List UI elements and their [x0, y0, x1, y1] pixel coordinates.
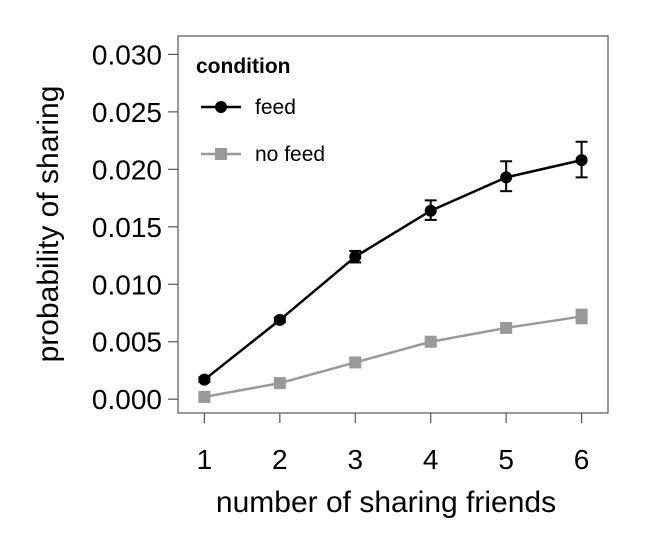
y-tick-label: 0.020 — [92, 154, 162, 185]
y-tick-label: 0.005 — [92, 327, 162, 358]
x-tick-label: 3 — [347, 444, 363, 475]
x-tick-label: 2 — [272, 444, 288, 475]
legend-title: condition — [196, 55, 290, 78]
x-axis: 1 2 3 4 5 6 — [197, 413, 590, 475]
x-tick-label: 6 — [574, 444, 590, 475]
legend-label-feed: feed — [255, 96, 296, 119]
data-point-feed — [273, 313, 286, 326]
data-point-feed — [575, 154, 588, 167]
plot-area-box — [177, 35, 609, 414]
y-axis: 0.000 0.005 0.010 0.015 0.020 0.025 0.030 — [92, 39, 178, 415]
series-line-no-feed — [204, 315, 582, 399]
x-tick-label: 4 — [423, 444, 439, 475]
legend-item-feed: feed — [201, 96, 296, 119]
data-point-feed — [500, 171, 513, 184]
data-point-no-feed — [198, 390, 211, 403]
data-point-feed — [424, 204, 437, 217]
y-tick-label: 0.010 — [92, 269, 162, 300]
data-point-no-feed — [273, 377, 286, 390]
y-axis-title: probability of sharing — [32, 86, 65, 363]
data-point-no-feed — [575, 310, 588, 323]
data-point-feed — [349, 250, 362, 263]
y-tick-label: 0.025 — [92, 97, 162, 128]
legend: condition feed no feed — [196, 55, 325, 166]
y-tick-label: 0.030 — [92, 39, 162, 70]
legend-swatch-feed-marker — [215, 101, 227, 113]
x-tick-label: 1 — [197, 444, 213, 475]
data-point-no-feed — [500, 321, 513, 334]
y-tick-label: 0.000 — [92, 384, 162, 415]
data-point-no-feed — [424, 335, 437, 348]
series-line-feed — [203, 158, 582, 381]
legend-swatch-no-feed-marker — [215, 148, 227, 160]
x-tick-label: 5 — [498, 444, 514, 475]
legend-label-no-feed: no feed — [255, 143, 325, 166]
series-no-feed — [198, 308, 588, 403]
series-feed — [198, 140, 588, 386]
data-point-feed — [198, 373, 211, 386]
x-axis-title: number of sharing friends — [216, 486, 556, 519]
data-point-no-feed — [349, 356, 362, 369]
legend-item-no-feed: no feed — [201, 143, 325, 166]
series-layer — [198, 140, 588, 403]
y-tick-label: 0.015 — [92, 212, 162, 243]
